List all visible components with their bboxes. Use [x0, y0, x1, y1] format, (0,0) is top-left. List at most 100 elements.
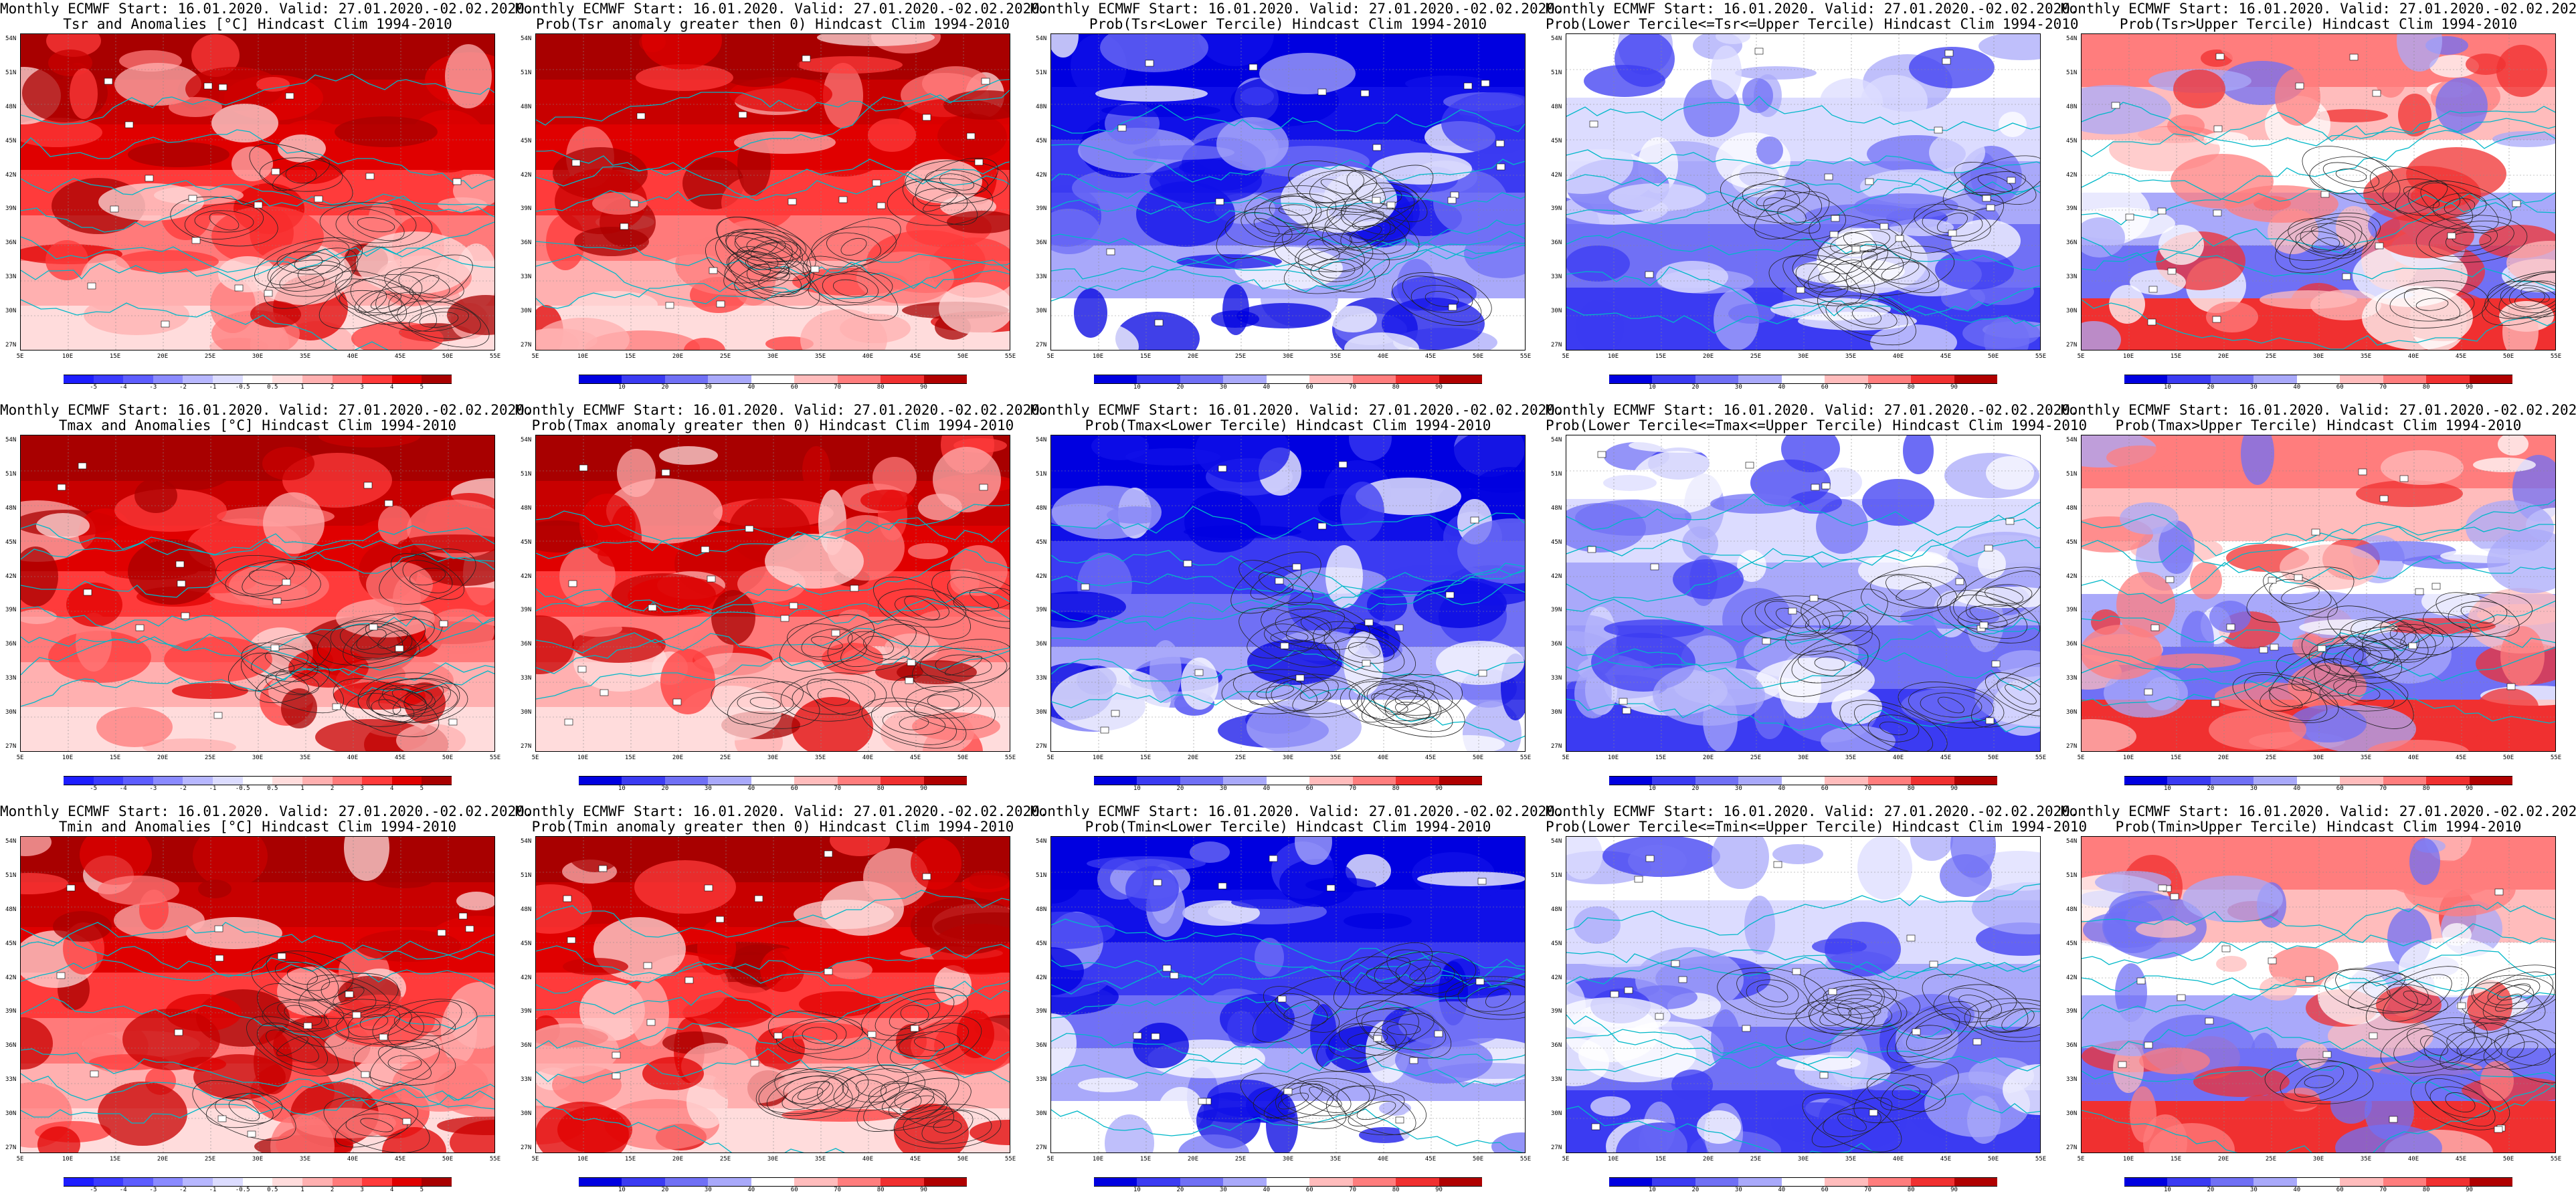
longitude-tick-label: 10E — [1092, 1156, 1104, 1163]
colorbar-label: 30 — [704, 384, 712, 391]
panel-title-line1: Monthly ECMWF Start: 16.01.2020. Valid: … — [515, 402, 1048, 418]
longitude-tick-label: 10E — [62, 755, 74, 761]
latitude-tick-label: 27N — [2066, 342, 2078, 348]
longitude-tick-label: 15E — [2170, 1156, 2182, 1163]
latitude-tick-label: 30N — [1551, 308, 1562, 315]
longitude-tick-label: 35E — [1329, 755, 1342, 761]
latitude-tick-label: 48N — [521, 906, 532, 913]
longitude-tick-label: 10E — [62, 1156, 74, 1163]
colorbar-segment — [1911, 1177, 1955, 1187]
colorbar-segment — [302, 375, 333, 384]
longitude-tick-label: 10E — [1607, 353, 1619, 360]
colorbar-label: 60 — [1305, 384, 1313, 391]
latitude-tick-label: 36N — [1036, 239, 1047, 247]
longitude-tick-label: 10E — [1607, 1156, 1619, 1163]
latitude-tick-label: 42N — [521, 573, 532, 580]
longitude-tick-label: 45E — [1424, 1156, 1437, 1163]
latitude-tick-label: 36N — [5, 239, 17, 247]
latitude-tick-label: 39N — [2066, 607, 2078, 614]
longitude-tick-label: 25E — [204, 755, 216, 761]
colorbar-label: 30 — [1219, 1187, 1227, 1193]
colorbar-label: 30 — [1734, 785, 1742, 792]
colorbar-segment — [923, 776, 968, 785]
longitude-tick-label: 40E — [347, 1156, 359, 1163]
colorbar-segment — [422, 375, 452, 384]
colorbar-label: -0.5 — [235, 1187, 250, 1193]
colorbar-label: 80 — [2422, 785, 2430, 792]
colorbar-label: 80 — [1907, 384, 1915, 391]
colorbar-label: 3 — [360, 384, 364, 391]
colorbar-segment — [332, 1177, 363, 1187]
colorbar-segment — [391, 1177, 422, 1187]
forecast-panel: Monthly ECMWF Start: 16.01.2020. Valid: … — [1546, 401, 2087, 803]
longitude-tick-label: 35E — [299, 353, 311, 360]
colorbar-label: 20 — [661, 785, 669, 792]
longitude-tick-label: 5E — [16, 353, 24, 360]
longitude-tick-label: 40E — [1377, 755, 1389, 761]
forecast-panel: Monthly ECMWF Start: 16.01.2020. Valid: … — [1030, 401, 1564, 803]
colorbar-segment — [2124, 375, 2168, 384]
colorbar-segment — [362, 776, 393, 785]
colorbar-segment — [881, 1177, 925, 1187]
colorbar-label: 2 — [330, 1187, 335, 1193]
colorbar-label: 10 — [1649, 785, 1656, 792]
colorbar-segment — [362, 375, 393, 384]
longitude-tick-label: 20E — [157, 1156, 169, 1163]
latitude-tick-label: 51N — [2066, 69, 2078, 76]
longitude-tick-label: 50E — [442, 755, 454, 761]
colorbar-segment — [1738, 1177, 1782, 1187]
colorbar-label: 10 — [618, 384, 626, 391]
colorbar-label: 40 — [747, 384, 755, 391]
latitude-tick-label: 33N — [1551, 274, 1562, 281]
colorbar-segment — [1137, 1177, 1181, 1187]
colorbar-segment — [1223, 776, 1267, 785]
colorbar-label: 90 — [2466, 1187, 2473, 1193]
panel-title-line2: Prob(Tmax anomaly greater then 0) Hindca… — [531, 417, 1014, 433]
longitude-tick-label: 30E — [2312, 1156, 2324, 1163]
colorbar-label: -5 — [90, 384, 98, 391]
colorbar-segment — [242, 776, 273, 785]
longitude-tick-label: 25E — [204, 1156, 216, 1163]
longitude-tick-label: 50E — [442, 1156, 454, 1163]
colorbar-label: 40 — [1778, 1187, 1786, 1193]
colorbar-label: 20 — [661, 1187, 669, 1193]
longitude-tick-label: 35E — [299, 755, 311, 761]
longitude-tick-label: 55E — [1004, 755, 1016, 761]
colorbar-segment — [2426, 1177, 2470, 1187]
colorbar-segment — [1609, 776, 1653, 785]
colorbar-segment — [1180, 1177, 1224, 1187]
colorbar-segment — [664, 1177, 709, 1187]
colorbar-label: 60 — [790, 785, 798, 792]
longitude-tick-label: 15E — [109, 353, 121, 360]
longitude-tick-label: 50E — [1987, 1156, 1999, 1163]
forecast-map — [2081, 836, 2556, 1153]
forecast-panel: Monthly ECMWF Start: 16.01.2020. Valid: … — [0, 401, 533, 803]
colorbar-label: 1 — [300, 1187, 304, 1193]
longitude-tick-label: 5E — [1046, 353, 1054, 360]
colorbar-label: 90 — [1435, 1187, 1443, 1193]
colorbar-label: 40 — [747, 785, 755, 792]
colorbar-segment — [1396, 776, 1440, 785]
latitude-tick-label: 42N — [2066, 974, 2078, 981]
colorbar-label: 40 — [1778, 384, 1786, 391]
longitude-tick-label: 25E — [719, 1156, 731, 1163]
longitude-tick-label: 35E — [2360, 755, 2372, 761]
colorbar-label: 10 — [618, 1187, 626, 1193]
latitude-tick-label: 39N — [1036, 1008, 1047, 1015]
forecast-map — [535, 435, 1010, 752]
colorbar-segment — [881, 776, 925, 785]
longitude-tick-label: 40E — [1377, 353, 1389, 360]
longitude-tick-label: 5E — [1046, 755, 1054, 761]
latitude-tick-label: 48N — [1551, 906, 1562, 913]
longitude-tick-label: 30E — [252, 1156, 264, 1163]
colorbar-segment — [751, 776, 795, 785]
latitude-tick-label: 51N — [1036, 470, 1047, 478]
latitude-tick-label: 33N — [521, 1076, 532, 1084]
colorbar-label: -5 — [90, 1187, 98, 1193]
latitude-tick-label: 36N — [2066, 239, 2078, 247]
longitude-tick-label: 35E — [1845, 755, 1857, 761]
colorbar-segment — [622, 776, 666, 785]
longitude-tick-label: 5E — [16, 1156, 24, 1163]
colorbar-label: 60 — [1821, 384, 1829, 391]
longitude-tick-label: 55E — [1520, 1156, 1532, 1163]
